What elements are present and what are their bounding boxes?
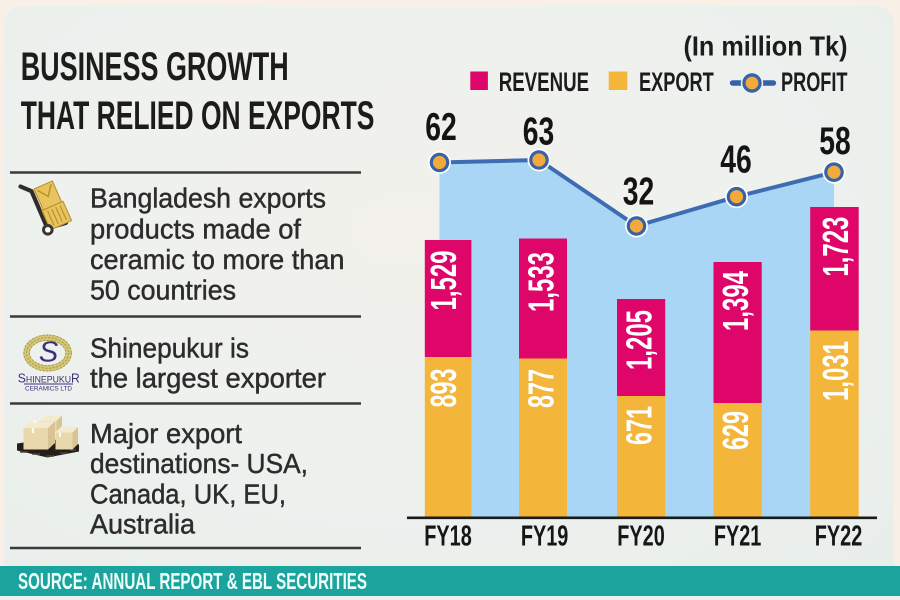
svg-text:FY18: FY18: [424, 521, 472, 553]
svg-text:PROFIT: PROFIT: [781, 67, 848, 97]
svg-text:1,529: 1,529: [423, 251, 464, 311]
svg-text:REVENUE: REVENUE: [499, 67, 589, 97]
svg-text:671: 671: [619, 406, 660, 445]
svg-text:629: 629: [715, 411, 756, 450]
svg-text:CERAMICS LTD: CERAMICS LTD: [25, 386, 72, 393]
svg-text:50 countries: 50 countries: [90, 274, 236, 305]
svg-text:Bangladesh exports: Bangladesh exports: [90, 183, 326, 214]
svg-text:1,394: 1,394: [715, 271, 756, 331]
svg-text:the largest exporter: the largest exporter: [90, 362, 326, 393]
svg-text:58: 58: [819, 120, 851, 163]
svg-text:FY21: FY21: [714, 521, 762, 553]
svg-text:ceramic to more than: ceramic to more than: [90, 244, 345, 275]
svg-text:FY20: FY20: [617, 521, 665, 553]
svg-text:46: 46: [720, 139, 752, 182]
svg-text:products made of: products made of: [90, 214, 301, 245]
svg-text:1,723: 1,723: [815, 217, 856, 277]
svg-text:1,205: 1,205: [619, 310, 660, 370]
svg-text:(In million Tk): (In million Tk): [684, 30, 848, 61]
svg-text:FY22: FY22: [815, 521, 863, 553]
svg-text:SHINEPUKUR: SHINEPUKUR: [18, 372, 80, 386]
svg-text:32: 32: [623, 171, 655, 214]
svg-text:1,031: 1,031: [815, 341, 856, 401]
svg-text:EXPORT: EXPORT: [639, 67, 714, 97]
svg-text:Major export: Major export: [90, 418, 242, 449]
svg-text:S: S: [39, 337, 59, 369]
svg-text:877: 877: [521, 369, 562, 408]
svg-text:SOURCE: ANNUAL REPORT & EBL SE: SOURCE: ANNUAL REPORT & EBL SECURITIES: [18, 568, 367, 594]
svg-text:destinations- USA,: destinations- USA,: [90, 448, 308, 479]
svg-text:THAT RELIED ON EXPORTS: THAT RELIED ON EXPORTS: [21, 94, 375, 138]
svg-text:1,533: 1,533: [521, 252, 562, 312]
svg-text:Shinepukur is: Shinepukur is: [90, 332, 249, 363]
svg-text:FY19: FY19: [521, 521, 569, 553]
svg-text:63: 63: [523, 111, 555, 154]
svg-text:62: 62: [425, 106, 457, 149]
svg-text:893: 893: [423, 369, 464, 408]
svg-text:Australia: Australia: [90, 509, 195, 540]
svg-text:Canada, UK, EU,: Canada, UK, EU,: [90, 479, 286, 510]
svg-text:BUSINESS GROWTH: BUSINESS GROWTH: [21, 45, 289, 89]
